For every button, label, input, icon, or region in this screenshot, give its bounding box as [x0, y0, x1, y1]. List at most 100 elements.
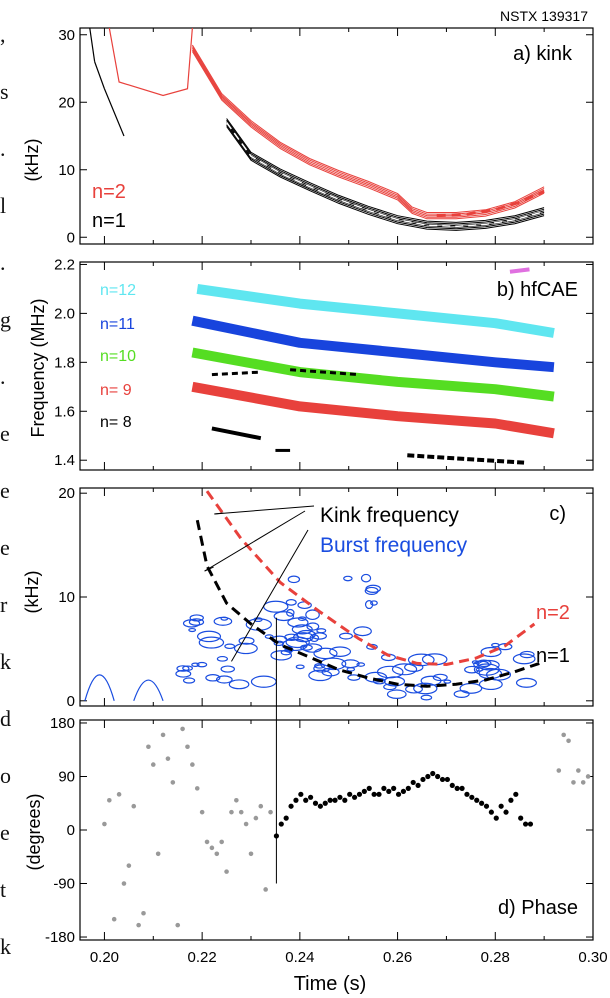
phase-point — [180, 727, 185, 732]
burst-contour — [264, 601, 288, 612]
burst-contour — [184, 678, 195, 683]
burst-contour — [314, 648, 337, 658]
burst-contour — [361, 574, 370, 581]
burst-frequency-label: Burst frequency — [320, 534, 468, 557]
burst-contour — [344, 576, 352, 580]
phase-point — [357, 792, 362, 797]
burst-contour — [366, 585, 380, 592]
phase-point — [489, 810, 494, 815]
burst-contour — [184, 620, 200, 627]
phase-point — [430, 771, 435, 776]
phase-point — [372, 792, 377, 797]
early-contour — [90, 28, 95, 62]
annotation-arrow — [205, 511, 305, 571]
y-tick-label: -90 — [53, 876, 75, 893]
burst-contour — [378, 666, 403, 677]
burst-contour — [296, 665, 304, 669]
panel-d-ylabel: (degrees) — [24, 793, 44, 870]
phase-point — [557, 768, 562, 773]
margin-letter: d — [0, 706, 11, 732]
panel-a-data — [90, 28, 544, 230]
phase-point — [571, 780, 576, 785]
shot-label: NSTX 139317 — [500, 8, 588, 24]
phase-point — [175, 923, 180, 928]
phase-point — [435, 774, 440, 779]
phase-point — [484, 804, 489, 809]
y-tick-label: 10 — [58, 589, 75, 606]
hfcae-mode-label: n= 8 — [100, 414, 132, 431]
panel-c-n2-label: n=2 — [536, 602, 570, 624]
panel-c-ylabel: (kHz) — [22, 571, 42, 614]
hfcae-mode-label: n=10 — [100, 348, 136, 365]
margin-letter: k — [0, 934, 11, 960]
phase-point — [298, 792, 303, 797]
y-tick-label: -180 — [45, 929, 75, 946]
burst-contour — [479, 679, 502, 689]
hfcae-mode-label: n=12 — [100, 282, 136, 299]
margin-letter: s — [0, 79, 9, 105]
phase-point — [561, 733, 566, 738]
phase-point — [386, 789, 391, 794]
margin-letter: k — [0, 649, 11, 675]
phase-point — [279, 821, 284, 826]
annotation-arrow — [231, 530, 308, 661]
panel-c-n1-label: n=1 — [536, 645, 570, 667]
phase-point — [406, 786, 411, 791]
phase-point — [352, 795, 357, 800]
phase-point — [205, 840, 210, 845]
phase-point — [367, 786, 372, 791]
phase-point — [464, 792, 469, 797]
phase-point — [156, 851, 161, 856]
phase-point — [396, 792, 401, 797]
panel-a-title: a) kink — [513, 43, 573, 65]
y-tick-label: 1.8 — [54, 354, 75, 371]
early-contour — [104, 89, 124, 136]
margin-letter: e — [0, 478, 10, 504]
x-tick-label: 0.22 — [188, 949, 217, 966]
phase-point — [513, 792, 518, 797]
phase-point — [136, 923, 141, 928]
phase-point — [528, 821, 533, 826]
phase-point — [455, 786, 460, 791]
phase-point — [328, 798, 333, 803]
phase-point — [323, 801, 328, 806]
x-tick-label: 0.20 — [90, 949, 119, 966]
phase-point — [450, 783, 455, 788]
early-n2-contour — [109, 28, 192, 96]
margin-letter: l — [0, 193, 6, 219]
phase-point — [576, 768, 581, 773]
phase-point — [586, 774, 591, 779]
panel-a-ylabel: (kHz) — [22, 139, 42, 182]
phase-point — [112, 917, 117, 922]
phase-point — [131, 804, 136, 809]
burst-contour — [286, 600, 296, 605]
burst-contour — [217, 657, 227, 662]
burst-contour — [214, 617, 231, 625]
phase-point — [171, 780, 176, 785]
phase-point — [263, 887, 268, 892]
panel-c-burst: c) (kHz) Kink frequency Burst frequency … — [22, 485, 593, 710]
burst-contour — [251, 676, 276, 687]
margin-letter: . — [0, 364, 6, 390]
n2-contour — [192, 50, 544, 217]
early-contour — [95, 62, 105, 89]
phase-point — [566, 739, 571, 744]
margin-letter: . — [0, 250, 6, 276]
margin-letter: e — [0, 535, 10, 561]
burst-contour — [235, 643, 258, 653]
burst-contour — [392, 664, 416, 675]
burst-contour — [134, 680, 163, 701]
phase-point — [381, 786, 386, 791]
phase-point — [190, 762, 195, 767]
phase-point — [318, 804, 323, 809]
phase-point — [503, 810, 508, 815]
phase-point — [303, 798, 308, 803]
panel-b-ylabel: Frequency (MHz) — [28, 298, 48, 437]
burst-contour — [444, 680, 451, 683]
phase-point — [185, 744, 190, 749]
panel-c-title: c) — [549, 503, 566, 525]
panel-c-data — [85, 491, 539, 701]
x-tick-label: 0.24 — [285, 949, 314, 966]
phase-point — [210, 846, 215, 851]
burst-contour — [354, 627, 371, 636]
